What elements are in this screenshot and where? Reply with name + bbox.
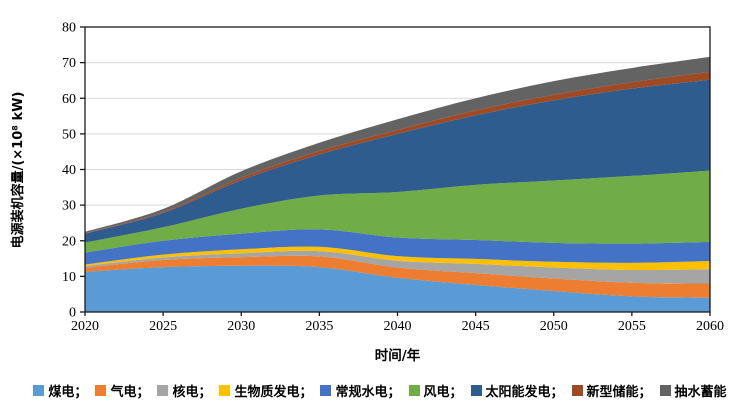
x-tick-label-2055: 2055 <box>618 319 646 334</box>
x-tick-label-2035: 2035 <box>305 319 333 334</box>
legend-item-biomass: 生物质发电； <box>219 381 312 400</box>
y-tick-label-30: 30 <box>62 199 76 214</box>
area-coal <box>85 265 710 312</box>
legend-item-storage: 新型储能； <box>571 381 652 400</box>
y-tick-label-70: 70 <box>62 56 76 71</box>
x-tick-label-2050: 2050 <box>540 319 568 334</box>
area-biomass <box>85 246 710 271</box>
y-tick-label-60: 60 <box>62 92 76 107</box>
x-tick-label-2045: 2045 <box>462 319 490 334</box>
legend-label-solar: 太阳能发电； <box>485 385 564 400</box>
area-nuclear <box>85 250 710 284</box>
area-wind <box>85 170 710 253</box>
legend-swatch-gas <box>95 385 107 396</box>
legend-item-gas: 气电； <box>95 381 149 400</box>
x-tick-label-2060: 2060 <box>696 319 724 334</box>
stacked-area-chart: 2020 2025 2030 2035 2040 2045 2050 2055 20600102… <box>10 21 724 335</box>
x-tick-label-2040: 2040 <box>384 319 412 334</box>
y-axis-title: 电源装机容量/(×10⁸ kW) <box>10 92 26 249</box>
legend-label-storage: 新型储能； <box>586 385 652 400</box>
legend-label-coal: 煤电； <box>48 385 88 400</box>
y-tick-label-10: 10 <box>62 270 76 285</box>
tick-labels: 2020 2025 2030 2035 2040 2045 2050 2055 20600102… <box>62 21 724 335</box>
x-tick-label-2030: 2030 <box>227 319 255 334</box>
legend-swatch-coal <box>33 385 45 396</box>
x-tick-label-2025: 2025 <box>149 319 177 334</box>
y-tick-label-20: 20 <box>62 234 76 249</box>
legend-swatch-storage <box>571 385 583 396</box>
legend-item-hydro: 常规水电； <box>320 381 401 400</box>
legend-swatch-solar <box>470 385 482 396</box>
area-series <box>85 56 710 312</box>
legend-label-biomass: 生物质发电； <box>234 385 313 400</box>
legend: 煤电； 气电； 核电； 生物质发电； 常规水电； 风电； 太阳能发电； 新型储能； 抽水蓄能 <box>0 381 754 400</box>
y-tick-label-0: 0 <box>69 306 76 321</box>
legend-item-nuclear: 核电； <box>157 381 211 400</box>
legend-item-solar: 太阳能发电； <box>470 381 564 400</box>
legend-label-hydro: 常规水电； <box>335 385 401 400</box>
legend-swatch-pumped <box>659 385 671 396</box>
area-hydro <box>85 229 710 265</box>
y-tick-label-40: 40 <box>62 163 76 178</box>
legend-swatch-wind <box>408 385 420 396</box>
legend-swatch-hydro <box>320 385 332 396</box>
legend-item-coal: 煤电； <box>33 381 87 400</box>
legend-label-wind: 风电； <box>423 385 463 400</box>
x-tick-label-2020: 2020 <box>71 319 99 334</box>
legend-label-nuclear: 核电； <box>172 385 212 400</box>
area-gas <box>85 255 710 298</box>
y-tick-label-80: 80 <box>62 21 76 36</box>
legend-swatch-nuclear <box>157 385 169 396</box>
y-tick-label-50: 50 <box>62 127 76 142</box>
legend-label-gas: 气电； <box>110 385 150 400</box>
legend-item-wind: 风电； <box>408 381 463 400</box>
x-axis-title: 时间/年 <box>374 348 421 364</box>
area-pumped <box>85 56 710 234</box>
legend-swatch-biomass <box>219 385 231 396</box>
legend-item-pumped: 抽水蓄能 <box>659 381 727 400</box>
area-solar <box>85 79 710 243</box>
axis-ticks <box>80 26 711 316</box>
legend-label-pumped: 抽水蓄能 <box>674 385 727 400</box>
area-storage <box>85 71 710 234</box>
